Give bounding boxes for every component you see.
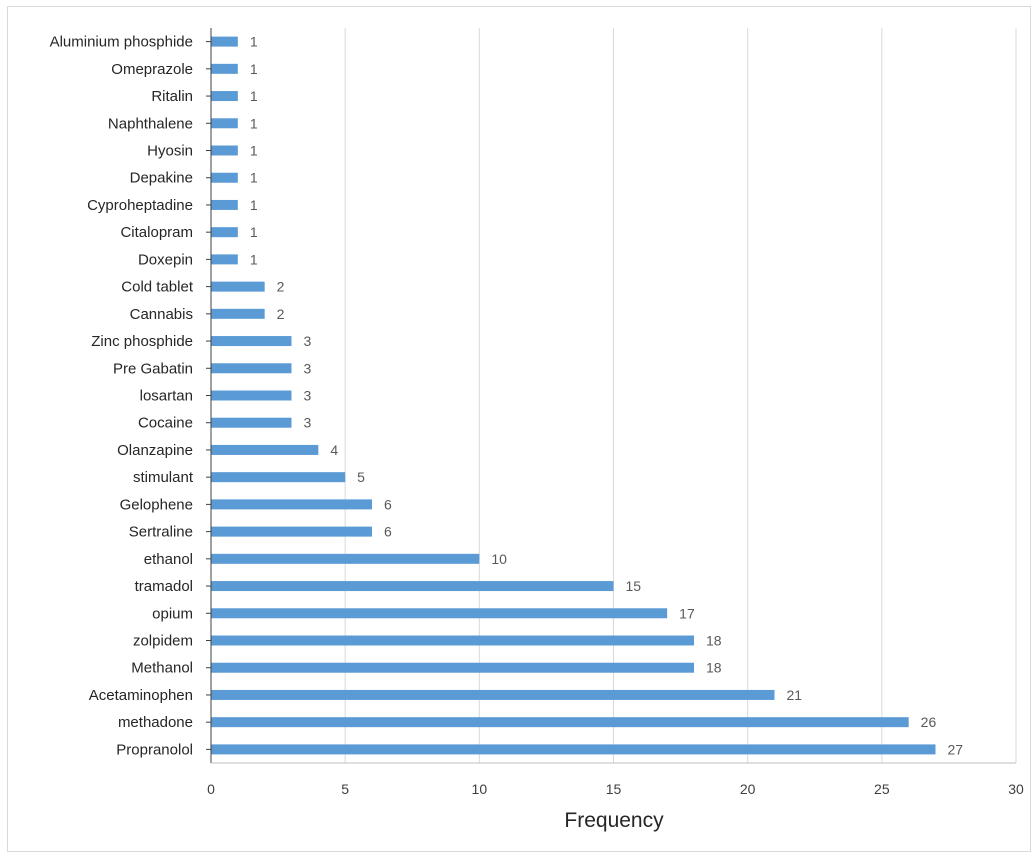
x-tick-label-30: 30	[1008, 781, 1024, 797]
category-label: Cannabis	[130, 306, 193, 323]
category-label: methadone	[118, 714, 193, 731]
data-label: 3	[304, 360, 312, 376]
category-label: Propranolol	[116, 741, 193, 758]
data-label: 1	[250, 224, 258, 240]
category-label: Olanzapine	[117, 442, 193, 459]
bar-cocaine	[211, 417, 292, 428]
category-label: Citalopram	[120, 224, 193, 241]
data-label: 3	[304, 415, 312, 431]
data-label: 18	[706, 633, 722, 649]
data-label: 3	[304, 333, 312, 349]
x-tick-label-15: 15	[606, 781, 622, 797]
bar-hyosin	[211, 145, 238, 156]
data-label: 4	[330, 442, 338, 458]
axes	[206, 28, 1016, 764]
category-label: opium	[152, 605, 193, 622]
bars	[211, 36, 936, 755]
category-label: Cold tablet	[121, 279, 194, 296]
category-label: stimulant	[133, 469, 194, 486]
category-label: Acetaminophen	[89, 687, 193, 704]
data-label: 18	[706, 660, 722, 676]
bar-cyproheptadine	[211, 199, 238, 210]
category-label: Hyosin	[147, 143, 193, 160]
category-label: zolpidem	[133, 633, 193, 650]
data-label: 1	[250, 197, 258, 213]
data-label: 26	[921, 714, 937, 730]
category-label: Methanol	[131, 660, 193, 677]
category-label: ethanol	[144, 551, 193, 568]
data-label: 1	[250, 115, 258, 131]
x-tick-label-20: 20	[740, 781, 756, 797]
bar-omeprazole	[211, 63, 238, 74]
bar-losartan	[211, 390, 292, 401]
x-tick-label-0: 0	[207, 781, 215, 797]
category-label: losartan	[140, 388, 193, 405]
data-label: 10	[491, 551, 507, 567]
data-label: 5	[357, 469, 365, 485]
bar-methadone	[211, 717, 909, 728]
bar-methanol	[211, 662, 694, 673]
data-label: 1	[250, 251, 258, 267]
category-label: Depakine	[130, 170, 193, 187]
x-axis-title: Frequency	[564, 809, 664, 832]
chart-frame	[7, 6, 1031, 852]
data-label: 1	[250, 143, 258, 159]
category-label: tramadol	[135, 578, 193, 595]
x-tick-label-5: 5	[341, 781, 349, 797]
category-label: Ritalin	[151, 88, 193, 105]
bar-cannabis	[211, 308, 265, 319]
data-label: 21	[787, 687, 803, 703]
gridlines	[344, 28, 1017, 763]
data-label: 17	[679, 605, 695, 621]
data-label: 1	[250, 61, 258, 77]
bar-zinc-phosphide	[211, 336, 292, 347]
category-label: Omeprazole	[111, 61, 193, 78]
bar-gelophene	[211, 499, 372, 510]
category-label: Cyproheptadine	[87, 197, 193, 214]
data-label: 27	[948, 741, 964, 757]
category-label: Cocaine	[138, 415, 193, 432]
bar-zolpidem	[211, 635, 694, 646]
bar-aluminium-phosphide	[211, 36, 238, 47]
bar-depakine	[211, 172, 238, 183]
category-label: Pre Gabatin	[113, 360, 193, 377]
bar-tramadol	[211, 581, 614, 592]
bar-ritalin	[211, 91, 238, 102]
bar-acetaminophen	[211, 689, 775, 700]
bar-sertraline	[211, 526, 372, 537]
data-label: 1	[250, 34, 258, 50]
bar-opium	[211, 608, 668, 619]
category-label: Aluminium phosphide	[50, 34, 193, 51]
bar-doxepin	[211, 254, 238, 265]
bar-cold-tablet	[211, 281, 265, 292]
bar-olanzapine	[211, 444, 319, 455]
data-label: 6	[384, 524, 392, 540]
category-label: Zinc phosphide	[91, 333, 193, 350]
bar-pre-gabatin	[211, 363, 292, 374]
bar-stimulant	[211, 472, 346, 483]
data-label: 2	[277, 306, 285, 322]
data-label: 6	[384, 496, 392, 512]
category-label: Sertraline	[129, 524, 193, 541]
data-label: 15	[626, 578, 642, 594]
bar-propranolol	[211, 744, 936, 755]
category-label: Doxepin	[138, 251, 193, 268]
x-tick-label-10: 10	[472, 781, 488, 797]
bar-ethanol	[211, 553, 480, 564]
x-tick-label-25: 25	[874, 781, 890, 797]
bar-naphthalene	[211, 118, 238, 129]
bar-citalopram	[211, 227, 238, 238]
category-label: Naphthalene	[108, 115, 193, 132]
data-label: 2	[277, 279, 285, 295]
data-label: 1	[250, 88, 258, 104]
category-label: Gelophene	[120, 496, 193, 513]
data-label: 1	[250, 170, 258, 186]
data-label: 3	[304, 388, 312, 404]
